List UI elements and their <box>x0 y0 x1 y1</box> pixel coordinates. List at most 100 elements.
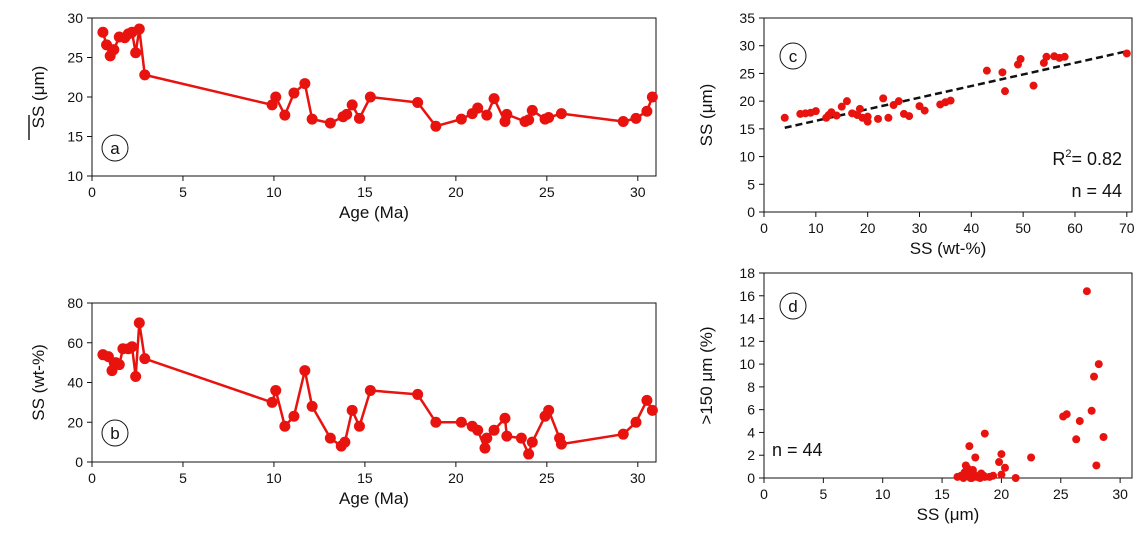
x-tick-label: 40 <box>964 220 980 236</box>
data-point <box>1016 55 1025 64</box>
data-point <box>353 420 365 432</box>
data-point <box>1060 52 1069 61</box>
x-tick-label: 15 <box>357 184 373 200</box>
data-point <box>842 97 851 106</box>
x-tick-label: 0 <box>760 220 768 236</box>
data-point <box>472 424 484 436</box>
panel-letter-circle <box>779 42 807 70</box>
data-point <box>1122 49 1131 58</box>
x-axis-title: Age (Ma) <box>339 489 409 508</box>
data-point <box>879 94 888 103</box>
data-point <box>1027 453 1036 462</box>
r-squared-value: = 0.82 <box>1071 149 1122 169</box>
regression-line <box>784 50 1128 129</box>
data-point <box>133 317 145 329</box>
x-tick-label: 20 <box>994 486 1010 502</box>
x-tick-label: 0 <box>88 184 96 200</box>
data-point <box>1075 417 1084 426</box>
data-point <box>1062 410 1071 419</box>
y-tick-label: 25 <box>739 65 755 81</box>
x-tick-label: 25 <box>539 470 555 486</box>
y-tick-label: 5 <box>747 176 755 192</box>
y-tick-label: 15 <box>739 121 755 137</box>
panel-letter: a <box>110 139 120 158</box>
data-point <box>617 428 629 440</box>
data-point <box>499 412 511 424</box>
plot-frame <box>91 302 657 463</box>
data-point <box>982 66 991 75</box>
data-point <box>364 91 376 103</box>
data-point <box>1087 406 1096 415</box>
plot-frame <box>763 17 1133 213</box>
data-point <box>346 99 358 111</box>
x-tick-label: 60 <box>1067 220 1083 236</box>
y-tick-label: 35 <box>739 10 755 26</box>
x-tick-label: 10 <box>808 220 824 236</box>
data-point <box>1094 360 1103 369</box>
data-point <box>526 104 538 116</box>
data-point <box>915 102 924 111</box>
x-tick-label: 20 <box>448 470 464 486</box>
y-tick-label: 0 <box>747 470 755 486</box>
x-tick-label: 25 <box>1053 486 1069 502</box>
data-point <box>630 112 642 124</box>
data-point <box>641 394 653 406</box>
data-point <box>430 120 442 132</box>
data-point <box>306 400 318 412</box>
data-point <box>1029 81 1038 90</box>
data-point <box>412 97 424 109</box>
y-tick-label: 4 <box>747 424 755 440</box>
data-point <box>455 416 467 428</box>
data-point <box>1099 433 1108 441</box>
data-point <box>455 113 467 125</box>
data-point <box>967 474 976 482</box>
data-point <box>279 109 291 121</box>
data-point <box>266 396 278 408</box>
data-point <box>946 96 955 105</box>
x-tick-label: 20 <box>448 184 464 200</box>
y-axis-title: >150 μm (%) <box>697 326 716 424</box>
y-tick-label: 18 <box>739 265 755 281</box>
x-axis-title: SS (wt-%) <box>910 239 987 258</box>
x-tick-label: 15 <box>934 486 950 502</box>
data-point <box>324 432 336 444</box>
data-point <box>1072 435 1081 444</box>
data-point <box>364 384 376 396</box>
y-tick-label: 6 <box>747 402 755 418</box>
data-point <box>501 108 513 120</box>
y-axis-title: SS (μm) <box>29 66 48 129</box>
data-point <box>430 416 442 428</box>
data-point <box>630 416 642 428</box>
x-tick-label: 25 <box>539 184 555 200</box>
x-tick-label: 20 <box>860 220 876 236</box>
data-point <box>339 436 351 448</box>
data-point <box>139 353 151 365</box>
data-point <box>488 93 500 105</box>
panel-letter: d <box>788 297 797 316</box>
data-point <box>555 438 567 450</box>
data-point <box>353 112 365 124</box>
y-tick-label: 16 <box>739 288 755 304</box>
data-point <box>995 458 1004 467</box>
data-point <box>324 117 336 129</box>
y-tick-label: 10 <box>739 149 755 165</box>
data-point <box>980 472 989 481</box>
y-tick-label: 10 <box>67 168 83 184</box>
x-tick-label: 5 <box>179 184 187 200</box>
y-tick-label: 0 <box>747 204 755 220</box>
data-point <box>299 365 311 377</box>
y-tick-label: 20 <box>739 93 755 109</box>
x-tick-label: 50 <box>1015 220 1031 236</box>
data-point <box>299 78 311 90</box>
data-point <box>481 109 493 121</box>
data-point <box>1090 372 1099 381</box>
data-point <box>139 69 151 81</box>
y-tick-label: 20 <box>67 414 83 430</box>
data-point <box>780 113 789 122</box>
data-point <box>501 430 513 442</box>
data-point <box>523 448 535 460</box>
y-tick-label: 2 <box>747 447 755 463</box>
data-point <box>884 113 893 122</box>
data-point <box>989 471 998 480</box>
